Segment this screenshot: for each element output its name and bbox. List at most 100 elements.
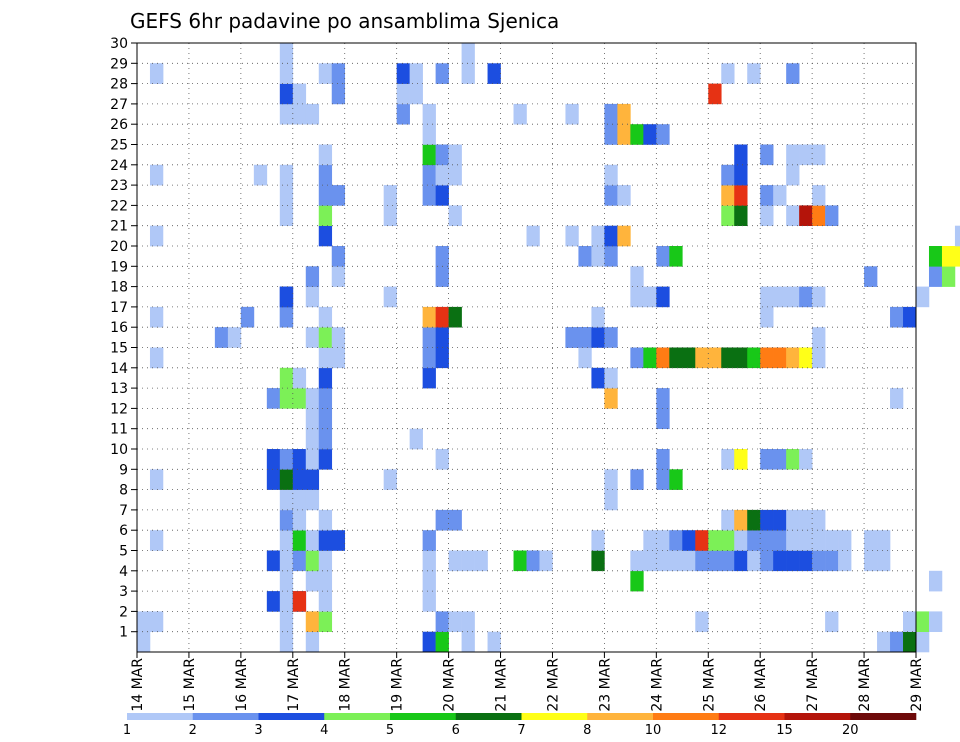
y-tick-label: 19: [110, 259, 128, 275]
heatmap-cell: [279, 469, 294, 490]
heatmap-cell: [669, 246, 683, 267]
heatmap-cell: [305, 103, 320, 125]
heatmap-cell: [331, 246, 346, 267]
x-tick-label: 15 MAR: [182, 658, 198, 712]
heatmap-cell: [487, 63, 501, 84]
heatmap-cell: [708, 347, 722, 369]
heatmap-cell: [591, 550, 605, 572]
heatmap-cell: [604, 367, 618, 389]
y-tick-label: 2: [119, 604, 128, 620]
heatmap-cell: [461, 550, 475, 572]
heatmap-cell: [578, 246, 592, 267]
y-tick-label: 3: [119, 584, 128, 600]
heatmap-cell: [643, 550, 657, 572]
heatmap-cell: [279, 591, 294, 612]
heatmap-cell: [578, 347, 592, 369]
heatmap-cell: [318, 611, 333, 632]
heatmap-cell: [279, 185, 294, 206]
heatmap-cell: [331, 347, 346, 369]
heatmap-cell: [773, 550, 787, 572]
heatmap-cell: [812, 550, 826, 572]
heatmap-cell: [279, 631, 294, 653]
heatmap-cell: [656, 469, 670, 490]
heatmap-cell: [539, 550, 553, 572]
heatmap-cell: [266, 388, 281, 409]
y-tick-label: 5: [119, 544, 128, 560]
colorbar-label: 10: [645, 723, 662, 738]
heatmap-cell: [149, 164, 164, 186]
heatmap-cell: [318, 306, 333, 328]
heatmap-cell: [565, 103, 579, 125]
heatmap-cell: [279, 286, 294, 308]
colorbar-label: 4: [320, 723, 328, 738]
heatmap-cell: [630, 266, 644, 287]
heatmap-cell: [656, 347, 670, 369]
x-tick-label: 18 MAR: [338, 658, 354, 712]
heatmap-cell: [890, 306, 904, 328]
heatmap-cell: [604, 185, 618, 206]
heatmap-cell: [305, 611, 320, 632]
heatmap-cell: [812, 509, 826, 531]
heatmap-cell: [656, 286, 670, 308]
heatmap-cell: [695, 611, 709, 632]
heatmap-cell: [734, 164, 748, 186]
heatmap-cell: [448, 509, 462, 531]
heatmap-cell: [643, 530, 657, 551]
heatmap-cell: [279, 63, 294, 84]
heatmap-cell: [461, 631, 475, 653]
heatmap-cell: [656, 449, 670, 470]
y-tick-label: 20: [110, 239, 128, 255]
heatmap-cell: [422, 367, 436, 389]
heatmap-cell: [747, 550, 761, 572]
heatmap-cell: [604, 327, 618, 348]
heatmap-cell: [279, 103, 294, 125]
heatmap-cell: [305, 570, 320, 592]
colorbar-label: 12: [710, 723, 727, 738]
heatmap-cell: [786, 164, 800, 186]
heatmap-cell: [279, 367, 294, 389]
colorbar-label: 20: [842, 723, 859, 738]
heatmap-cell: [565, 327, 579, 348]
heatmap-cell: [383, 205, 397, 226]
heatmap-cell: [435, 306, 449, 328]
heatmap-cell: [630, 286, 644, 308]
heatmap-cell: [305, 266, 320, 287]
heatmap-cell: [474, 550, 488, 572]
x-tick-label: 26 MAR: [753, 658, 769, 712]
y-tick-label: 22: [110, 198, 128, 214]
heatmap-cell: [695, 347, 709, 369]
heatmap-cell: [422, 103, 436, 125]
y-tick-label: 12: [110, 401, 128, 417]
heatmap-cell: [721, 205, 735, 226]
heatmap-cell: [630, 469, 644, 490]
heatmap-cell: [422, 347, 436, 369]
heatmap-cell: [941, 246, 956, 267]
heatmap-cell: [747, 530, 761, 551]
x-tick-label: 21 MAR: [494, 658, 510, 712]
heatmap-cell: [864, 530, 878, 551]
heatmap-cell: [435, 449, 449, 470]
heatmap-cell: [604, 246, 618, 267]
heatmap-cell: [137, 611, 151, 632]
heatmap-cell: [422, 164, 436, 186]
y-axis: 1234567891011121314151617181920212223242…: [110, 36, 137, 641]
heatmap-cell: [318, 408, 333, 429]
colorbar-swatch: [127, 713, 194, 720]
heatmap-cell: [954, 225, 960, 247]
heatmap-cell: [565, 225, 579, 247]
heatmap-cell: [734, 144, 748, 166]
heatmap-cell: [877, 631, 891, 653]
heatmap-cell: [422, 530, 436, 551]
heatmap-cell: [617, 103, 631, 125]
x-tick-label: 23 MAR: [597, 658, 613, 712]
heatmap-cell: [682, 347, 696, 369]
heatmap-cell: [266, 550, 281, 572]
heatmap-cell: [864, 550, 878, 572]
y-tick-label: 10: [110, 442, 128, 458]
heatmap-cell: [435, 185, 449, 206]
heatmap-cell: [890, 388, 904, 409]
heatmap-cell: [604, 164, 618, 186]
cells-layer: [137, 43, 960, 653]
heatmap-cell: [279, 164, 294, 186]
heatmap-cell: [448, 144, 462, 166]
